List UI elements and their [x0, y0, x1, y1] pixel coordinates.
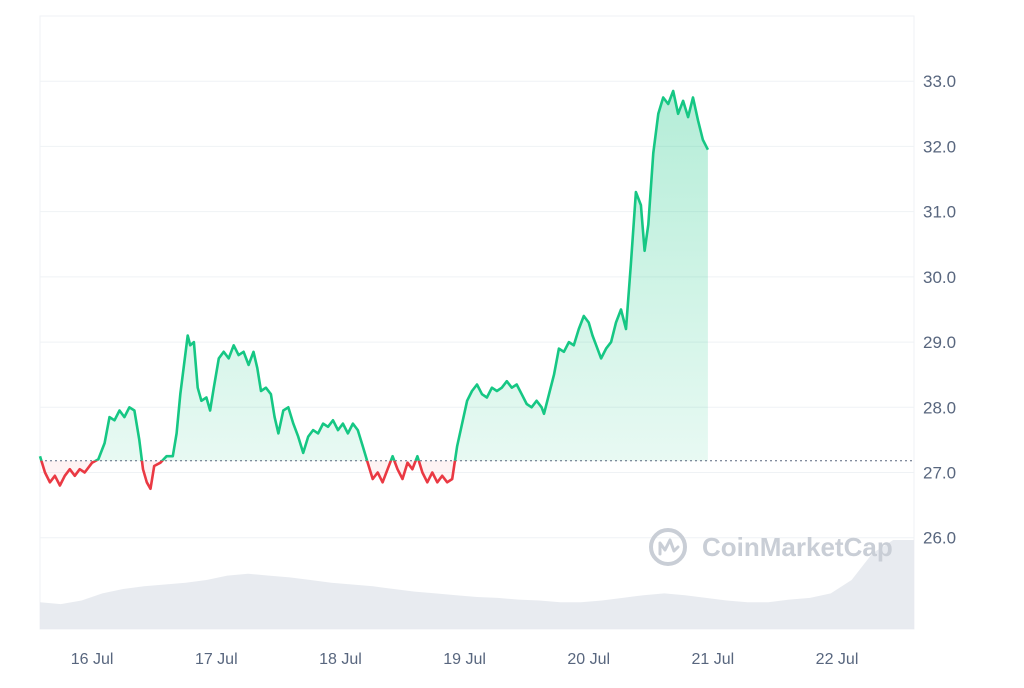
y-tick-label: 30.0 [923, 268, 956, 287]
watermark-text: CoinMarketCap [702, 532, 893, 562]
x-tick-label: 22 Jul [816, 651, 859, 668]
y-axis: 26.0 27.0 28.0 29.0 30.0 31.0 32.0 33.0 [923, 72, 956, 547]
x-tick-label: 16 Jul [71, 651, 114, 668]
coinmarketcap-watermark: CoinMarketCap [649, 528, 893, 566]
y-tick-label: 28.0 [923, 398, 956, 417]
y-tick-label: 26.0 [923, 529, 956, 548]
volume-shape [40, 540, 914, 629]
y-tick-label: 29.0 [923, 333, 956, 352]
x-tick-label: 20 Jul [567, 651, 610, 668]
x-tick-label: 21 Jul [692, 651, 735, 668]
price-area-up [40, 91, 708, 461]
y-tick-label: 33.0 [923, 72, 956, 91]
x-tick-label: 18 Jul [319, 651, 362, 668]
y-tick-label: 32.0 [923, 137, 956, 156]
price-line-down [40, 460, 457, 491]
x-tick-label: 17 Jul [195, 651, 238, 668]
price-line [38, 89, 710, 491]
volume-area [40, 540, 914, 629]
price-area-down [41, 460, 455, 489]
coinmarketcap-logo-icon [649, 528, 687, 566]
x-axis: 16 Jul 17 Jul 18 Jul 19 Jul 20 Jul 21 Jul 22 J… [71, 651, 859, 668]
price-line-up [38, 89, 710, 461]
y-tick-label: 31.0 [923, 203, 956, 222]
x-tick-label: 19 Jul [443, 651, 486, 668]
price-area [40, 91, 708, 489]
y-tick-label: 27.0 [923, 463, 956, 482]
